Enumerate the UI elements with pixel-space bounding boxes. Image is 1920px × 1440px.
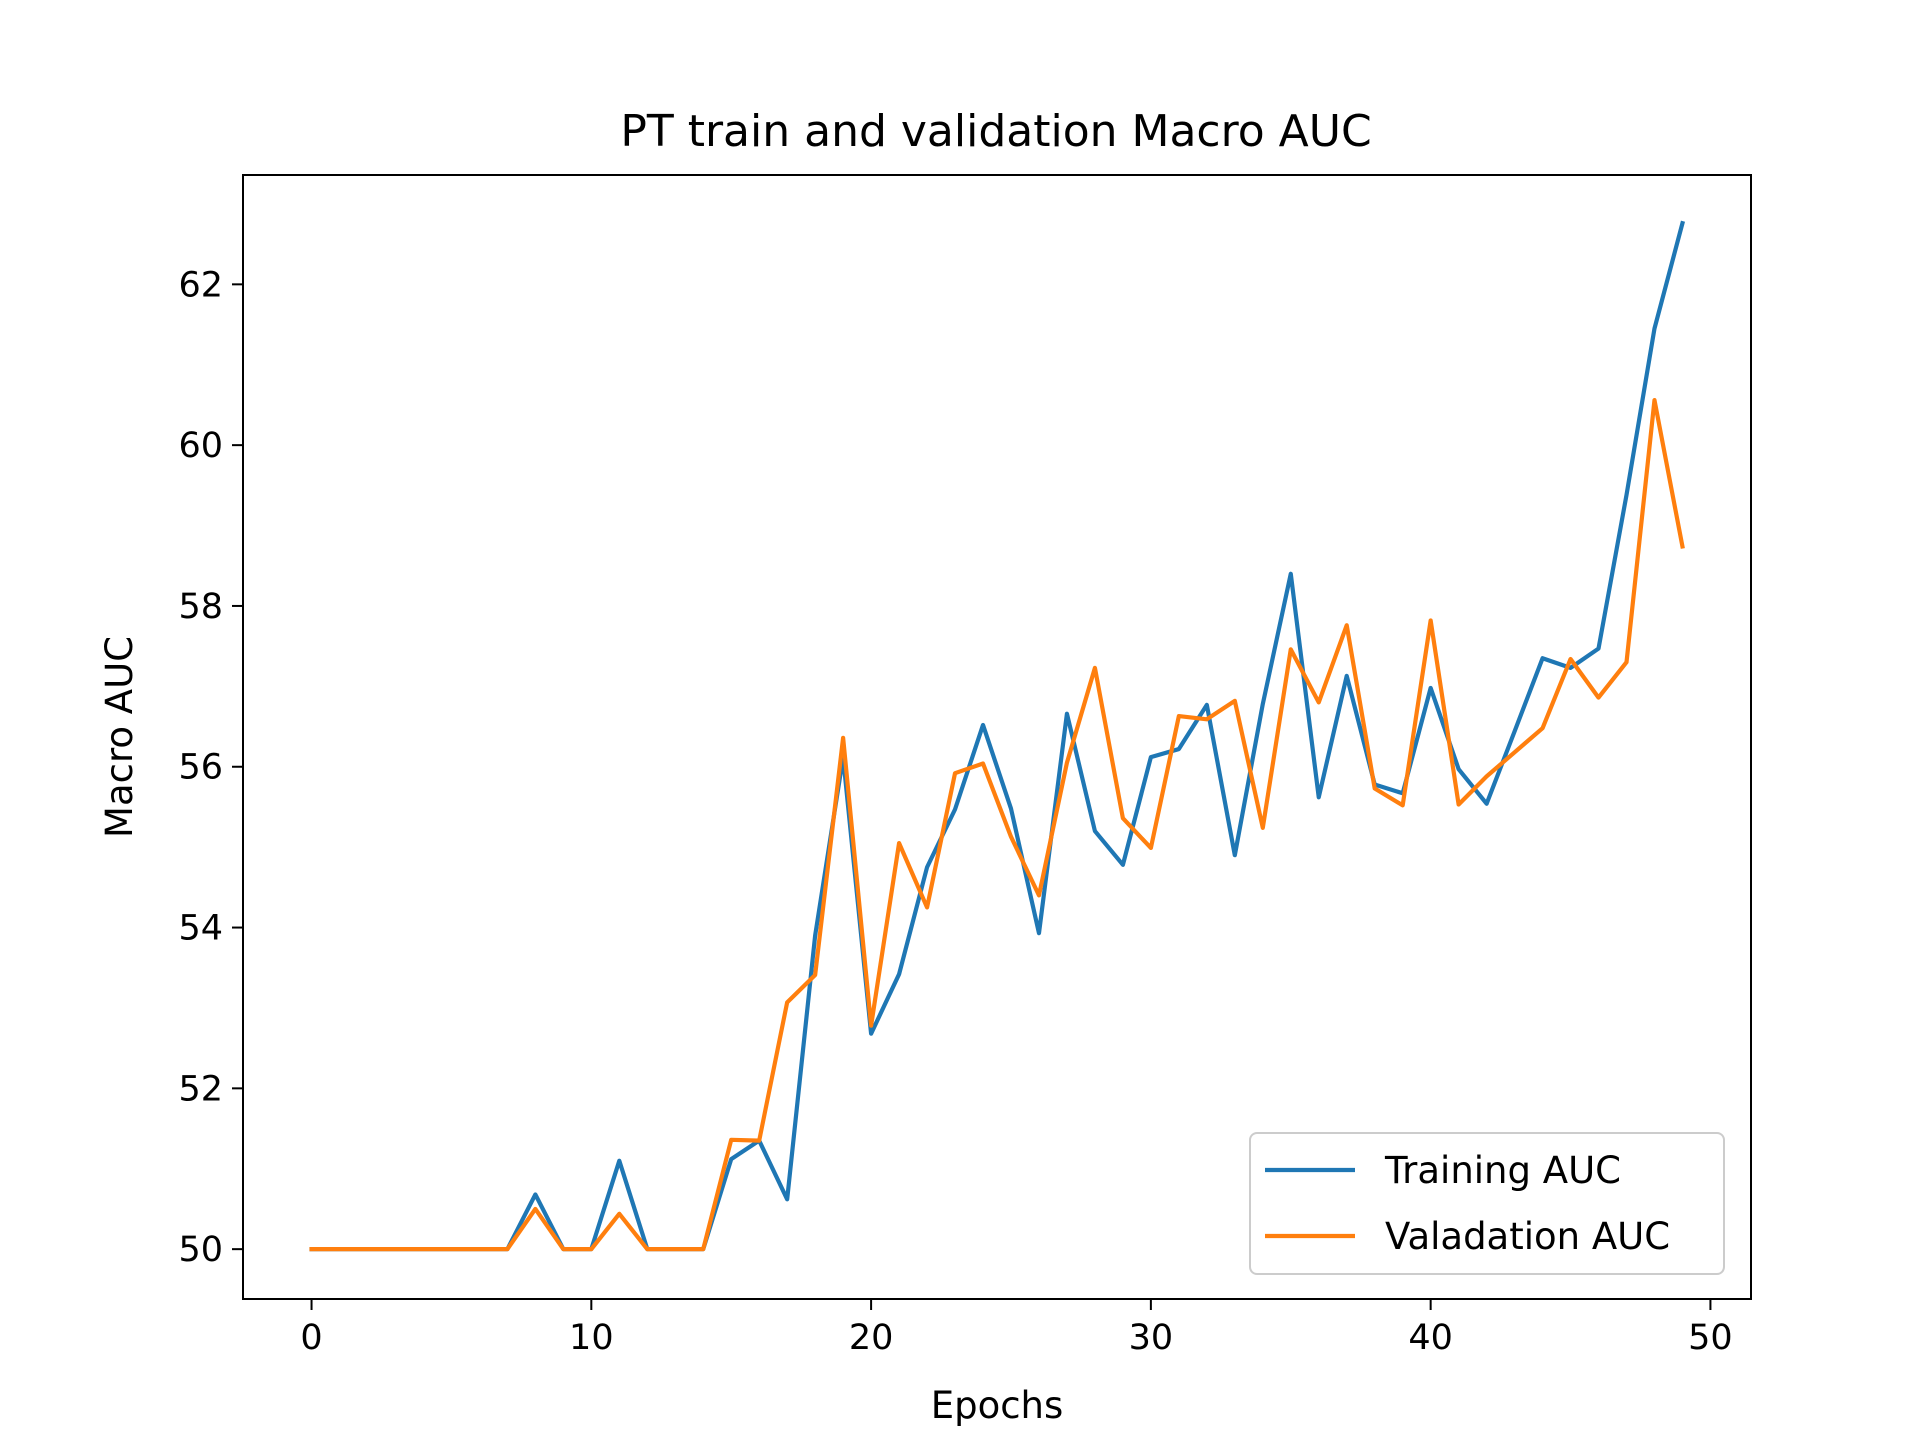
x-tick-label: 40 xyxy=(1408,1318,1453,1358)
legend-label: Valadation AUC xyxy=(1385,1215,1670,1258)
x-tick-label: 20 xyxy=(849,1318,894,1358)
x-tick-label: 50 xyxy=(1688,1318,1733,1358)
series-layer xyxy=(309,220,1686,1252)
y-axis-label: Macro AUC xyxy=(98,636,141,838)
x-tick-label: 10 xyxy=(569,1318,614,1358)
x-tick-label: 0 xyxy=(300,1318,322,1358)
axes-frame xyxy=(242,174,1752,1300)
y-tick-label: 62 xyxy=(178,265,223,305)
y-tick-label: 58 xyxy=(178,587,223,627)
legend-label: Training AUC xyxy=(1384,1149,1621,1192)
y-tick-label: 56 xyxy=(178,748,223,788)
legend-box xyxy=(1249,1132,1725,1275)
x-tick-label: 30 xyxy=(1129,1318,1174,1358)
y-tick-label: 60 xyxy=(178,426,223,466)
series-line-valadation-auc xyxy=(309,398,1685,1252)
x-axis-label: Epochs xyxy=(931,1384,1064,1427)
series-line-training-auc xyxy=(309,220,1686,1252)
y-tick-label: 50 xyxy=(178,1230,223,1270)
chart-title: PT train and validation Macro AUC xyxy=(620,106,1371,157)
y-tick-label: 54 xyxy=(178,909,223,949)
y-axis: 50 52 54 56 58 60 62 xyxy=(178,265,243,1270)
y-tick-label: 52 xyxy=(178,1069,223,1109)
x-axis: 0 10 20 30 40 50 xyxy=(300,1299,1733,1358)
legend: Training AUC Valadation AUC xyxy=(1249,1132,1725,1275)
